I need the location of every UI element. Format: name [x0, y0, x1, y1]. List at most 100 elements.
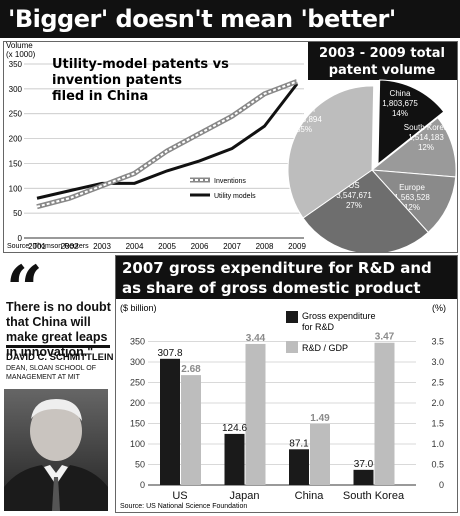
- x-tick-label: 2001: [28, 242, 46, 251]
- bar-gdp-south-korea: [374, 342, 395, 485]
- series-line-utility-models: [36, 82, 299, 200]
- x-tick-label: 2008: [256, 242, 274, 251]
- rnd-panel: 2007 gross expenditure for R&D and as sh…: [115, 255, 458, 513]
- left-tick-label: 300: [130, 357, 145, 367]
- right-tick-label: 3.5: [431, 337, 444, 347]
- pie-label-south-korea: South Korea: [404, 123, 449, 132]
- category-label: Japan: [230, 490, 260, 502]
- left-axis-label: ($ billion): [120, 303, 157, 313]
- y-tick-label: 350: [9, 60, 23, 69]
- line-title-2: invention patents: [52, 73, 182, 88]
- bar-source: Source: US National Science Foundation: [120, 503, 247, 510]
- y-tick-label: 150: [9, 159, 23, 168]
- legend-swatch-gdp: [286, 341, 298, 353]
- bar-gdp-china: [310, 423, 330, 485]
- y-tick-label: 250: [9, 110, 23, 119]
- bar-rnd-value-label: 37.0: [354, 459, 374, 470]
- legend-label-gdp: R&D / GDP: [302, 343, 348, 353]
- pie-label-europe: 12%: [404, 203, 420, 212]
- patent-charts: Volume(x 1000) 0 50 100 150 200 250 300 350 2001 2…: [6, 42, 457, 252]
- rnd-title-line2: as share of gross domestic product: [122, 279, 421, 297]
- right-tick-label: 1.5: [431, 419, 444, 429]
- quote-rule: [6, 345, 110, 348]
- category-label: China: [295, 490, 325, 502]
- portrait-photo: [4, 389, 108, 511]
- line-source: Source: Thomson Reuters: [7, 243, 89, 250]
- pie-label-japan: 35%: [296, 125, 312, 134]
- pie-label-south-korea: 12%: [418, 143, 434, 152]
- legend-label-utility-models: Utility models: [214, 193, 256, 200]
- pie-label-us: US: [348, 181, 359, 190]
- left-tick-label: 50: [135, 460, 145, 470]
- left-tick-label: 200: [130, 398, 145, 408]
- left-tick-label: 150: [130, 419, 145, 429]
- right-tick-label: 3.0: [431, 357, 444, 367]
- bar-rnd-value-label: 307.8: [157, 348, 182, 359]
- left-tick-label: 100: [130, 439, 145, 449]
- pie-label-south-korea: 1,514,183: [408, 133, 444, 142]
- pie-label-china: China: [390, 89, 411, 98]
- pie-label-europe: Europe: [399, 183, 425, 192]
- category-label: South Korea: [343, 490, 405, 502]
- bar-rnd-value-label: 124.6: [222, 423, 247, 434]
- x-tick-label: 2007: [223, 242, 241, 251]
- bar-gdp-value-label: 2.68: [181, 364, 201, 375]
- pie-title-1: 2003 - 2009 total: [319, 46, 445, 61]
- rnd-chart-title: 2007 gross expenditure for R&D and as sh…: [116, 256, 457, 299]
- pie-label-us: 3,547,671: [336, 191, 372, 200]
- left-tick-label: 0: [140, 480, 145, 490]
- rnd-bar-chart: ($ billion) (%) 0 0 50 0.5 100 1.0 150 1.5 200 2.0 2…: [120, 303, 446, 510]
- bar-gdp-value-label: 1.49: [310, 413, 330, 424]
- pie-slice-us: [302, 169, 429, 252]
- right-tick-label: 2.5: [431, 378, 444, 388]
- y-axis-label-2: (x 1000): [6, 50, 36, 59]
- x-tick-label: 2009: [288, 242, 306, 251]
- y-tick-label: 200: [9, 135, 23, 144]
- line-title-3: filed in China: [52, 89, 148, 104]
- pie-label-china: 1,803,675: [382, 99, 418, 108]
- quote-mark: “: [6, 252, 43, 327]
- bar-rnd-china: [289, 449, 309, 485]
- y-tick-label: 100: [9, 184, 23, 193]
- pie-slice-china: [377, 79, 445, 166]
- pie-slice-south-korea: [370, 117, 457, 178]
- pie-label-europe: 1,563,528: [394, 193, 430, 202]
- rnd-title-line1: 2007 gross expenditure for R&D and: [122, 259, 432, 277]
- y-tick-label: 50: [13, 209, 22, 218]
- bar-gdp-value-label: 3.44: [246, 333, 266, 344]
- x-tick-label: 2004: [126, 242, 144, 251]
- right-axis-label: (%): [432, 303, 446, 313]
- y-axis-label-1: Volume: [6, 42, 33, 50]
- pie-label-us: 27%: [346, 201, 362, 210]
- headline: 'Bigger' doesn't mean 'better': [0, 0, 460, 38]
- bar-rnd-south-korea: [353, 469, 374, 485]
- series-line-inventions-inner: [36, 80, 298, 208]
- patent-panel: Volume (x 1000) 0 50 100 150 200 250 300 350 2001 2…: [3, 41, 458, 253]
- line-title-1: Utility-model patents vs: [52, 57, 229, 72]
- left-tick-label: 350: [130, 337, 145, 347]
- pie-title-2: patent volume: [329, 63, 436, 78]
- right-tick-label: 2.0: [431, 398, 444, 408]
- bar-gdp-us: [181, 375, 201, 485]
- quote-text: There is no doubt that China will make g…: [6, 300, 111, 359]
- y-tick-label: 0: [18, 234, 23, 243]
- right-tick-label: 0.5: [431, 460, 444, 470]
- x-tick-label: 2003: [93, 242, 111, 251]
- pie-slice-europe: [370, 169, 457, 234]
- y-tick-label: 300: [9, 85, 23, 94]
- x-tick-label: 2005: [158, 242, 176, 251]
- bar-gdp-value-label: 3.47: [375, 332, 395, 343]
- legend-swatch-rnd: [286, 311, 298, 323]
- bar-rnd-value-label: 87.1: [289, 438, 309, 449]
- legend-label-rnd-1: Gross expenditure: [302, 311, 376, 321]
- right-tick-label: 0: [439, 480, 444, 490]
- x-tick-label: 2006: [191, 242, 209, 251]
- bar-rnd-us: [160, 358, 180, 485]
- quote-author: DAVID C. SCHMITTLEIN: [6, 352, 114, 363]
- x-tick-label: 2002: [61, 242, 79, 251]
- legend-label-inventions: Inventions: [214, 178, 246, 185]
- left-tick-label: 250: [130, 378, 145, 388]
- bar-gdp-japan: [245, 343, 266, 485]
- quote-author-title: DEAN, SLOAN SCHOOL OF MANAGEMENT AT MIT: [6, 365, 96, 381]
- pie-label-japan: 4,625,894: [286, 115, 322, 124]
